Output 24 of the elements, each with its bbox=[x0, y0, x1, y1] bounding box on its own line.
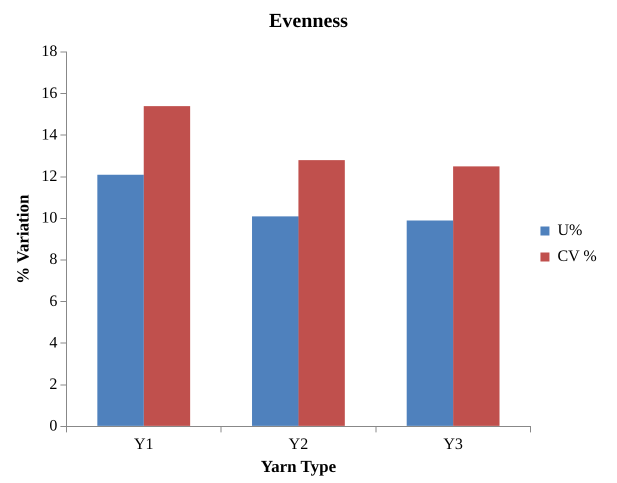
x-tick-label: Y2 bbox=[288, 436, 308, 454]
bar bbox=[406, 220, 454, 426]
x-axis-title: Yarn Type bbox=[260, 457, 337, 476]
y-tick-label: 10 bbox=[41, 210, 58, 227]
bar bbox=[252, 216, 298, 426]
y-tick-label: 14 bbox=[41, 126, 58, 144]
y-tick-label: 2 bbox=[49, 376, 58, 394]
y-tick-label: 12 bbox=[41, 168, 58, 186]
y-axis-title: % Variation bbox=[14, 194, 33, 284]
legend-label: CV % bbox=[557, 248, 597, 266]
y-tick-label: 6 bbox=[49, 292, 58, 310]
y-tick-label: 18 bbox=[41, 43, 58, 60]
x-tick-label: Y3 bbox=[443, 436, 463, 454]
y-tick-label: 16 bbox=[41, 84, 58, 102]
bar bbox=[298, 160, 345, 426]
chart-title: Evenness bbox=[269, 10, 348, 32]
y-tick-label: 4 bbox=[49, 334, 58, 352]
bar bbox=[453, 166, 500, 426]
x-tick-label: Y1 bbox=[134, 436, 154, 454]
y-tick-label: 8 bbox=[49, 251, 58, 268]
bar bbox=[97, 174, 144, 426]
bar bbox=[144, 106, 190, 426]
legend-label: U% bbox=[557, 222, 582, 240]
y-tick-label: 0 bbox=[49, 418, 58, 435]
